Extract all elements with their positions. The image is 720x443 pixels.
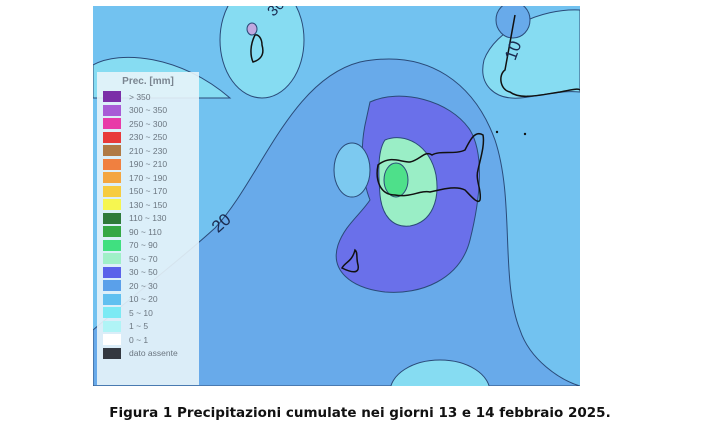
legend-item: 210 ~ 230	[103, 144, 199, 158]
legend-swatch	[103, 199, 121, 211]
legend-item: 0 ~ 1	[103, 333, 199, 347]
legend-label: 70 ~ 90	[129, 240, 158, 251]
legend-item: 20 ~ 30	[103, 279, 199, 293]
legend-swatch	[103, 131, 121, 143]
island-outline	[340, 248, 359, 273]
legend-swatch	[103, 266, 121, 278]
legend-title: Prec. [mm]	[122, 76, 174, 87]
legend-item: 150 ~ 170	[103, 185, 199, 199]
legend-item: > 350	[103, 90, 199, 104]
legend-swatch	[103, 91, 121, 103]
zone-70-90	[383, 162, 409, 198]
legend-label: 110 ~ 130	[129, 213, 167, 224]
zone-top-island	[246, 22, 258, 36]
legend-item: 5 ~ 10	[103, 306, 199, 320]
legend-swatch	[103, 172, 121, 184]
zone-10-20-center	[333, 142, 371, 198]
zone-5-10-top	[219, 6, 305, 99]
legend-swatch	[103, 158, 121, 170]
legend-label: 0 ~ 1	[129, 334, 149, 345]
legend-item: 170 ~ 190	[103, 171, 199, 185]
legend-label: 90 ~ 110	[129, 226, 162, 237]
legend-item: 70 ~ 90	[103, 239, 199, 253]
legend-item: 1 ~ 5	[103, 320, 199, 334]
legend-swatch	[103, 185, 121, 197]
legend-label: 250 ~ 300	[129, 118, 168, 129]
legend-label: 300 ~ 350	[129, 105, 168, 116]
legend-label: > 350	[129, 91, 151, 102]
legend-item: 230 ~ 250	[103, 131, 199, 145]
legend-item: 190 ~ 210	[103, 158, 199, 172]
legend-swatch	[103, 293, 121, 305]
legend-item: dato assente	[103, 347, 199, 361]
legend-swatch	[103, 347, 121, 359]
legend-label: 5 ~ 10	[129, 307, 153, 318]
legend-label: 170 ~ 190	[129, 172, 168, 183]
zone-20-30-topright	[495, 6, 531, 39]
legend-item: 130 ~ 150	[103, 198, 199, 212]
figure-caption: Figura 1 Precipitazioni cumulate nei gio…	[109, 405, 611, 421]
legend-label: 10 ~ 20	[129, 294, 158, 305]
legend-swatch	[103, 280, 121, 292]
legend-swatch	[103, 253, 121, 265]
legend: Prec. [mm] > 350 300 ~ 350 250 ~ 300 230 ~ …	[97, 72, 199, 385]
legend-item: 300 ~ 350	[103, 104, 199, 118]
legend-swatch	[103, 334, 121, 346]
legend-label: dato assente	[129, 348, 178, 359]
legend-label: 1 ~ 5	[129, 321, 149, 332]
legend-label: 190 ~ 210	[129, 159, 168, 170]
legend-swatch	[103, 239, 121, 251]
legend-swatch	[103, 212, 121, 224]
legend-label: 150 ~ 170	[129, 186, 168, 197]
legend-label: 20 ~ 30	[129, 280, 158, 291]
legend-label: 30 ~ 50	[129, 267, 158, 278]
legend-swatch	[103, 104, 121, 116]
legend-swatch	[103, 118, 121, 130]
island-outline	[250, 34, 264, 63]
legend-item: 50 ~ 70	[103, 252, 199, 266]
legend-item: 30 ~ 50	[103, 266, 199, 280]
legend-swatch	[103, 307, 121, 319]
legend-label: 210 ~ 230	[129, 145, 168, 156]
island-outline	[376, 133, 485, 202]
zone-5-10-bottom	[390, 359, 490, 386]
legend-item: 90 ~ 110	[103, 225, 199, 239]
legend-item: 10 ~ 20	[103, 293, 199, 307]
legend-item: 110 ~ 130	[103, 212, 199, 226]
legend-label: 130 ~ 150	[129, 199, 168, 210]
island-outline	[500, 14, 580, 98]
legend-swatch	[103, 226, 121, 238]
legend-swatch	[103, 320, 121, 332]
legend-item: 250 ~ 300	[103, 117, 199, 131]
legend-label: 230 ~ 250	[129, 132, 168, 143]
legend-label: 50 ~ 70	[129, 253, 158, 264]
legend-swatch	[103, 145, 121, 157]
